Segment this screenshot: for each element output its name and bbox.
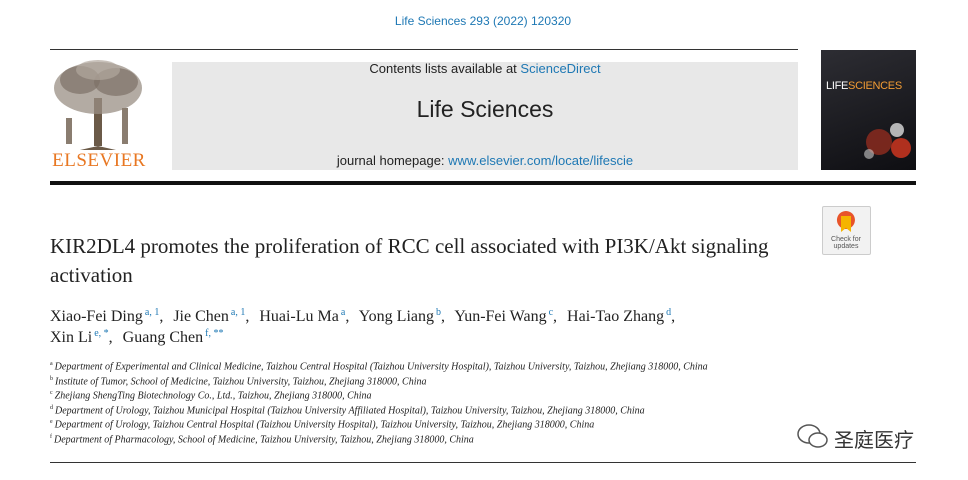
author-affiliation-mark[interactable]: c — [548, 307, 554, 318]
affiliation-text: Institute of Tumor, School of Medicine, … — [55, 375, 427, 387]
affiliation-mark: d — [50, 404, 53, 411]
contents-prefix: Contents lists available at — [369, 61, 517, 76]
affiliation-mark: c — [50, 390, 53, 396]
citation[interactable]: Life Sciences 293 (2022) 120320 — [394, 14, 572, 28]
author: Xiao-Fei Ding a, 1 — [50, 307, 163, 326]
author: Yun-Fei Wang c — [454, 307, 557, 326]
author-name: Guang Chen — [122, 329, 204, 347]
author-name: Yong Liang — [358, 308, 434, 326]
cover-title: LIFESCIENCES — [826, 80, 902, 92]
affiliation: d Department of Urology, Taizhou Municipa… — [50, 405, 645, 416]
contents-line: Contents lists available at ScienceDirec… — [172, 61, 798, 76]
rule — [50, 49, 798, 50]
affiliation: c Zhejiang ShengTing Biotechnology Co., L… — [50, 390, 372, 401]
author: Huai-Lu Ma a — [259, 307, 349, 326]
affiliation-mark: f — [50, 433, 52, 440]
affiliation-text: Department of Pharmacology, School of Me… — [54, 433, 474, 445]
rule — [50, 181, 916, 185]
check-updates-badge[interactable] — [822, 206, 871, 255]
journal-banner — [172, 62, 798, 170]
affiliation-mark: b — [50, 375, 53, 382]
cover-title-2: SCIENCES — [848, 80, 902, 92]
author-affiliation-mark[interactable]: a — [340, 307, 346, 318]
author-name: Huai-Lu Ma — [259, 308, 339, 326]
author: Hai-Tao Zhang d — [567, 307, 675, 326]
cover-art — [864, 123, 911, 159]
author-affiliation-mark[interactable]: b — [436, 307, 441, 318]
author-affiliation-mark[interactable]: a, 1 — [230, 307, 246, 318]
check-updates-icon — [836, 211, 855, 232]
author: Xin Li e, * — [50, 328, 113, 347]
rule — [50, 462, 916, 463]
affiliation: f Department of Pharmacology, School of M… — [50, 434, 474, 445]
homepage-line: journal homepage: www.elsevier.com/locat… — [172, 153, 798, 168]
author-affiliation-mark[interactable]: d — [666, 307, 672, 318]
watermark: 圣庭医疗 — [834, 428, 914, 452]
cover-title-1: LIFE — [826, 80, 849, 92]
author-affiliation-mark[interactable]: f, ** — [205, 328, 224, 339]
author-name: Xin Li — [50, 329, 93, 347]
affiliation-text: Zhejiang ShengTing Biotechnology Co., Lt… — [54, 390, 372, 402]
author-affiliation-mark[interactable]: e, * — [94, 328, 109, 339]
affiliation: a Department of Experimental and Clinical… — [50, 361, 708, 372]
affiliation: e Department of Urology, Taizhou Central … — [50, 419, 594, 430]
author-name: Yun-Fei Wang — [454, 308, 547, 326]
author: Yong Liang b — [358, 307, 445, 326]
journal-name: Life Sciences — [416, 96, 554, 122]
check-updates-text: Check for — [831, 236, 861, 243]
affiliation: b Institute of Tumor, School of Medicine,… — [50, 376, 427, 387]
contents-link[interactable]: ScienceDirect — [520, 61, 601, 76]
publisher-name: ELSEVIER — [52, 150, 146, 171]
article-title: KIR2DL4 promotes the proliferation of RC… — [50, 234, 769, 287]
wechat-icon — [797, 424, 828, 448]
author-affiliation-mark[interactable]: a, 1 — [144, 307, 160, 318]
affiliation-mark: e — [50, 419, 53, 425]
check-updates-text: updates — [833, 243, 859, 250]
affiliation-text: Department of Urology, Taizhou Municipal… — [55, 404, 645, 416]
author-name: Hai-Tao Zhang — [567, 308, 665, 326]
affiliation-mark: a — [50, 361, 53, 367]
author: Guang Chen f, ** — [122, 328, 224, 347]
homepage-prefix: journal homepage: — [336, 153, 445, 168]
author-name: Xiao-Fei Ding — [50, 308, 143, 326]
publisher-logo — [54, 60, 142, 150]
author-name: Jie Chen — [173, 308, 229, 326]
affiliation-text: Department of Experimental and Clinical … — [54, 361, 708, 373]
affiliation-text: Department of Urology, Taizhou Central H… — [54, 419, 595, 431]
homepage-link[interactable]: www.elsevier.com/locate/lifescie — [448, 153, 634, 168]
author: Jie Chen a, 1 — [173, 307, 249, 326]
